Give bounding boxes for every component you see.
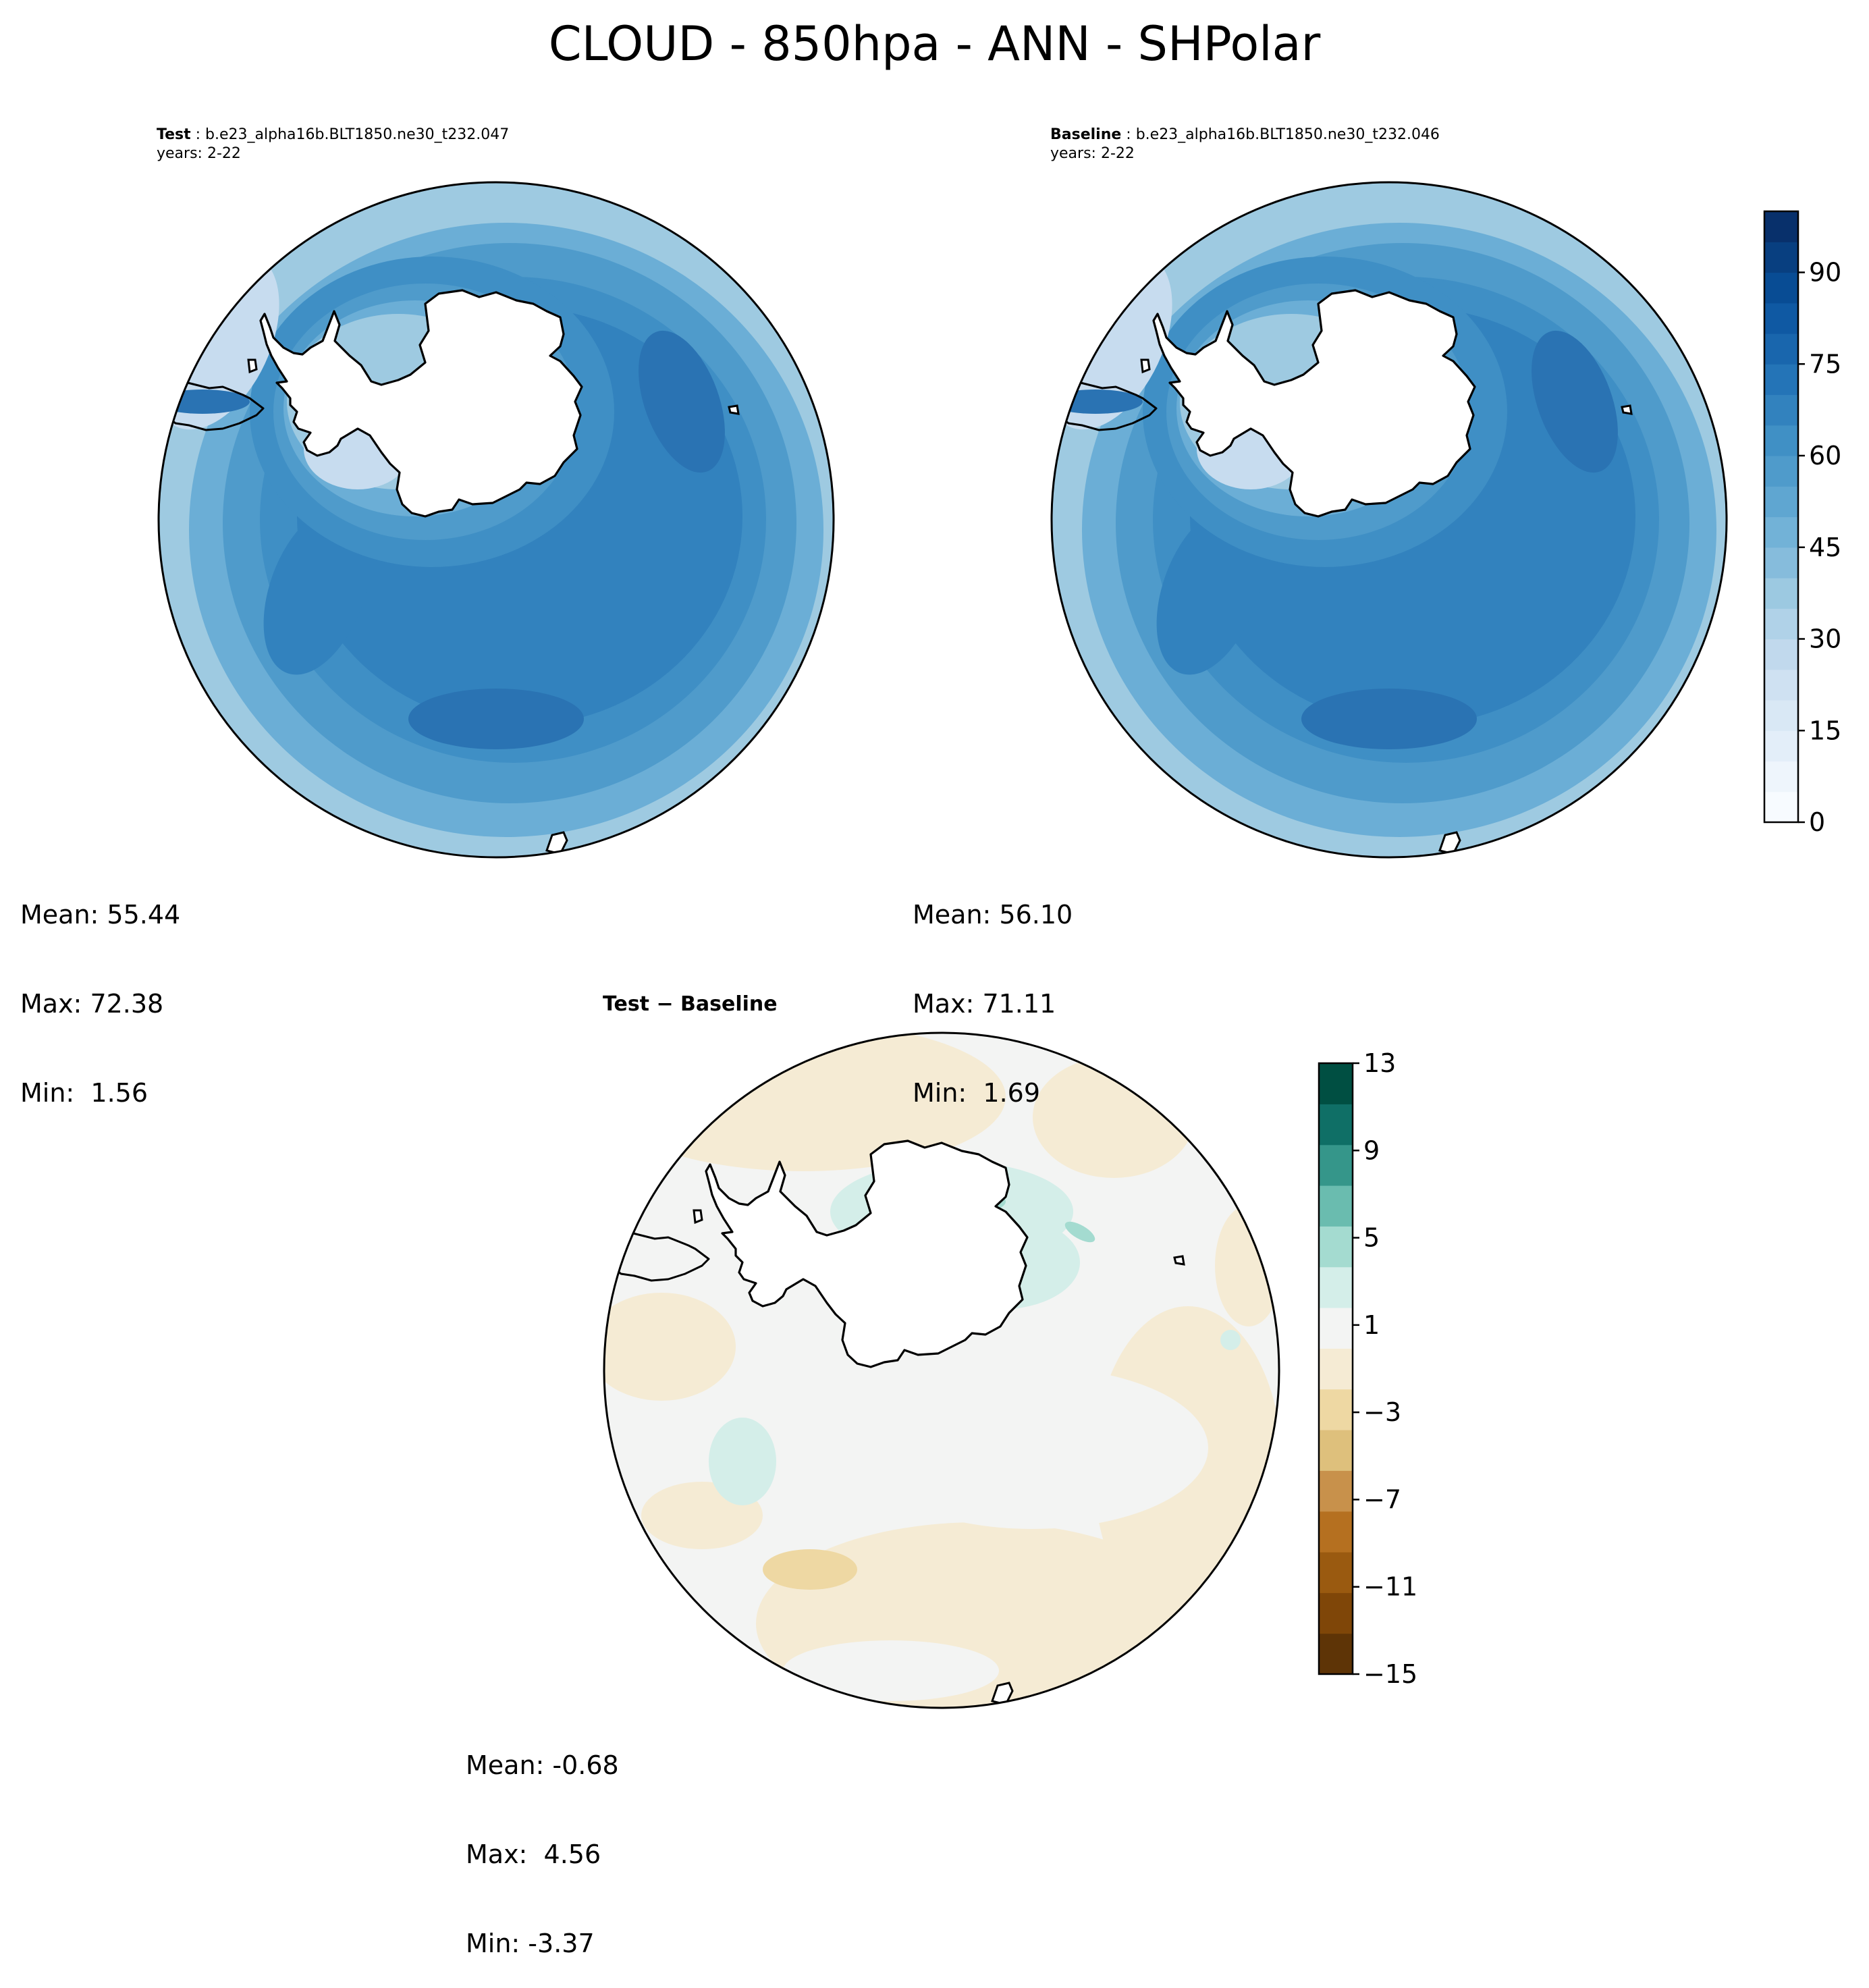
main-colorbar-band [1764, 791, 1798, 823]
diff-colorbar-tick-label: −7 [1363, 1484, 1401, 1514]
diff-colorbar-band [1319, 1266, 1353, 1308]
diff-colorbar-band [1319, 1470, 1353, 1512]
diff-colorbar-band [1319, 1226, 1353, 1268]
test-max: Max: 72.38 [20, 989, 164, 1019]
main-colorbar-band [1764, 669, 1798, 701]
baseline-case-name: : b.e23_alpha16b.BLT1850.ne30_t232.046 [1121, 126, 1440, 143]
baseline-mean: Mean: 56.10 [913, 900, 1073, 930]
baseline-max: Max: 71.11 [913, 989, 1056, 1019]
test-mean: Mean: 55.44 [20, 900, 181, 930]
main-colorbar-band [1764, 456, 1798, 487]
baseline-panel-header: Baseline : b.e23_alpha16b.BLT1850.ne30_t… [1050, 126, 1440, 163]
main-colorbar-tick-label: 45 [1809, 533, 1841, 562]
test-min: Min: 1.56 [20, 1078, 148, 1108]
main-colorbar-band [1764, 333, 1798, 365]
diff-min: Min: -3.37 [466, 1929, 595, 1958]
diff-colorbar-band [1319, 1592, 1353, 1634]
main-colorbar-band [1764, 211, 1798, 242]
main-colorbar-tick-label: 0 [1809, 807, 1825, 837]
baseline-years: years: 2-22 [1050, 145, 1135, 162]
main-colorbar-band [1764, 547, 1798, 579]
main-colorbar-tick-label: 15 [1809, 716, 1841, 745]
diff-colorbar-tick-label: 9 [1363, 1135, 1380, 1165]
main-colorbar-band [1764, 364, 1798, 396]
diff-stats: Mean: -0.68 Max: 4.56 Min: -3.37 [466, 1691, 619, 1988]
diff-colorbar-band [1319, 1308, 1353, 1349]
main-colorbar-band [1764, 578, 1798, 609]
main-colorbar-frame [1763, 210, 1799, 824]
diff-colorbar-tick-label: −3 [1363, 1397, 1401, 1427]
main-colorbar-band [1764, 700, 1798, 731]
main-colorbar-band [1764, 639, 1798, 670]
test-polar-map [157, 181, 835, 859]
main-colorbar-tick-label: 60 [1809, 441, 1841, 471]
diff-colorbar-band [1319, 1552, 1353, 1593]
main-colorbar-tick-label: 90 [1809, 258, 1841, 288]
baseline-polar-map [1050, 181, 1728, 859]
diff-colorbar-frame [1318, 1062, 1354, 1675]
test-label: Test [157, 126, 191, 143]
main-colorbar-tick-label: 30 [1809, 624, 1841, 654]
diff-colorbar-tick-label: 1 [1363, 1310, 1380, 1340]
diff-colorbar-band [1319, 1104, 1353, 1146]
diff-colorbar-band [1319, 1185, 1353, 1227]
diff-colorbar-band [1319, 1389, 1353, 1430]
main-colorbar: 0 15 30 45 60 75 90 [1763, 210, 1841, 837]
main-colorbar-band [1764, 425, 1798, 456]
main-colorbar-band [1764, 516, 1798, 548]
test-case-name: : b.e23_alpha16b.BLT1850.ne30_t232.047 [190, 126, 510, 143]
diff-colorbar-tick-label: −15 [1363, 1659, 1417, 1689]
difference-colorbar: 13 9 5 1 −3 −7 −11 −15 [1318, 1048, 1417, 1689]
diff-colorbar-tick-label: 5 [1363, 1223, 1380, 1253]
baseline-stats: Mean: 56.10 Max: 71.11 Min: 1.69 [913, 840, 1073, 1137]
main-colorbar-band [1764, 242, 1798, 273]
main-colorbar-band [1764, 608, 1798, 640]
diff-label: Test − Baseline [603, 992, 778, 1016]
main-colorbar-band [1764, 394, 1798, 426]
diff-colorbar-band [1319, 1063, 1353, 1104]
baseline-min: Min: 1.69 [913, 1078, 1040, 1108]
diff-colorbar-band [1319, 1144, 1353, 1186]
test-panel-header: Test : b.e23_alpha16b.BLT1850.ne30_t232.… [157, 126, 509, 163]
diff-colorbar-band [1319, 1633, 1353, 1675]
figure-title: CLOUD - 850hpa - ANN - SHPolar [548, 16, 1321, 72]
difference-polar-map [603, 1031, 1280, 1709]
diff-colorbar-band [1319, 1511, 1353, 1553]
test-stats: Mean: 55.44 Max: 72.38 Min: 1.56 [20, 840, 180, 1137]
diff-colorbar-band [1319, 1348, 1353, 1390]
main-colorbar-band [1764, 302, 1798, 334]
diff-max: Max: 4.56 [466, 1839, 601, 1869]
diff-colorbar-tick-label: −11 [1363, 1572, 1417, 1602]
main-colorbar-band [1764, 761, 1798, 792]
main-colorbar-band [1764, 486, 1798, 518]
diff-colorbar-tick-label: 13 [1363, 1048, 1396, 1078]
baseline-label: Baseline [1050, 126, 1122, 143]
diff-colorbar-band [1319, 1430, 1353, 1471]
diff-mean: Mean: -0.68 [466, 1750, 619, 1780]
test-years: years: 2-22 [157, 145, 241, 162]
main-colorbar-band [1764, 272, 1798, 304]
main-colorbar-band [1764, 730, 1798, 762]
main-colorbar-tick-label: 75 [1809, 349, 1841, 379]
